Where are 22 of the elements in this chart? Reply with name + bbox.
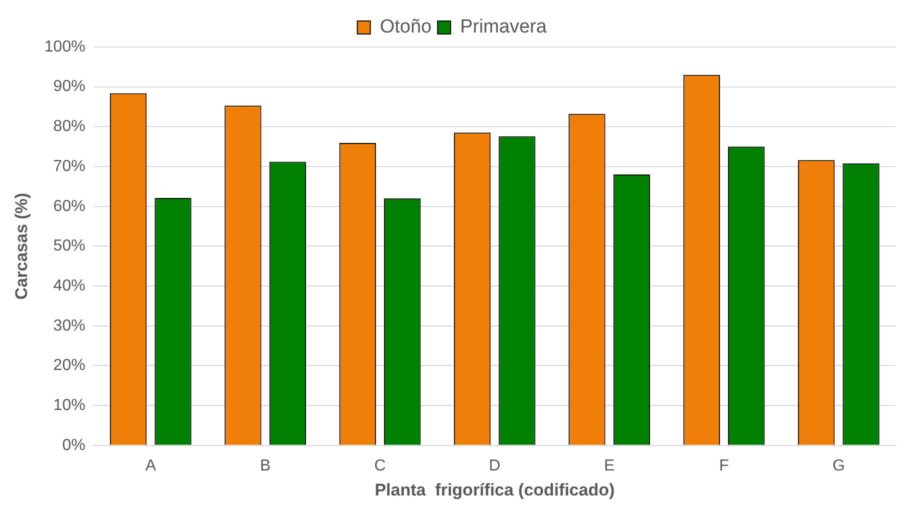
y-tick-label: 100%	[44, 38, 86, 56]
y-tick-label: 90%	[53, 78, 86, 96]
y-tick-label: 20%	[53, 357, 86, 374]
legend-label: Primavera	[460, 16, 548, 38]
x-tick-label: E	[604, 457, 615, 474]
y-tick-label: 0%	[62, 436, 86, 454]
y-axis-title: Carcasas (%)	[12, 192, 31, 300]
y-tick-label: 30%	[53, 317, 86, 334]
y-tick-label: 50%	[53, 238, 86, 255]
y-tick-label: 70%	[53, 158, 86, 175]
y-tick-label: 10%	[53, 396, 86, 414]
y-tick-label: 60%	[53, 198, 86, 215]
x-axis-title: Planta frigorífica (codificado)	[374, 480, 615, 500]
x-tick-label: F	[719, 457, 730, 474]
x-tick-label: B	[260, 457, 271, 474]
x-tick-label: C	[374, 457, 386, 474]
x-tick-label: G	[832, 457, 845, 474]
legend-label: Otoño	[380, 16, 432, 38]
x-tick-label: D	[488, 457, 500, 474]
y-tick-label: 80%	[53, 118, 86, 136]
y-tick-label: 40%	[53, 277, 86, 294]
x-tick-label: A	[145, 457, 156, 474]
